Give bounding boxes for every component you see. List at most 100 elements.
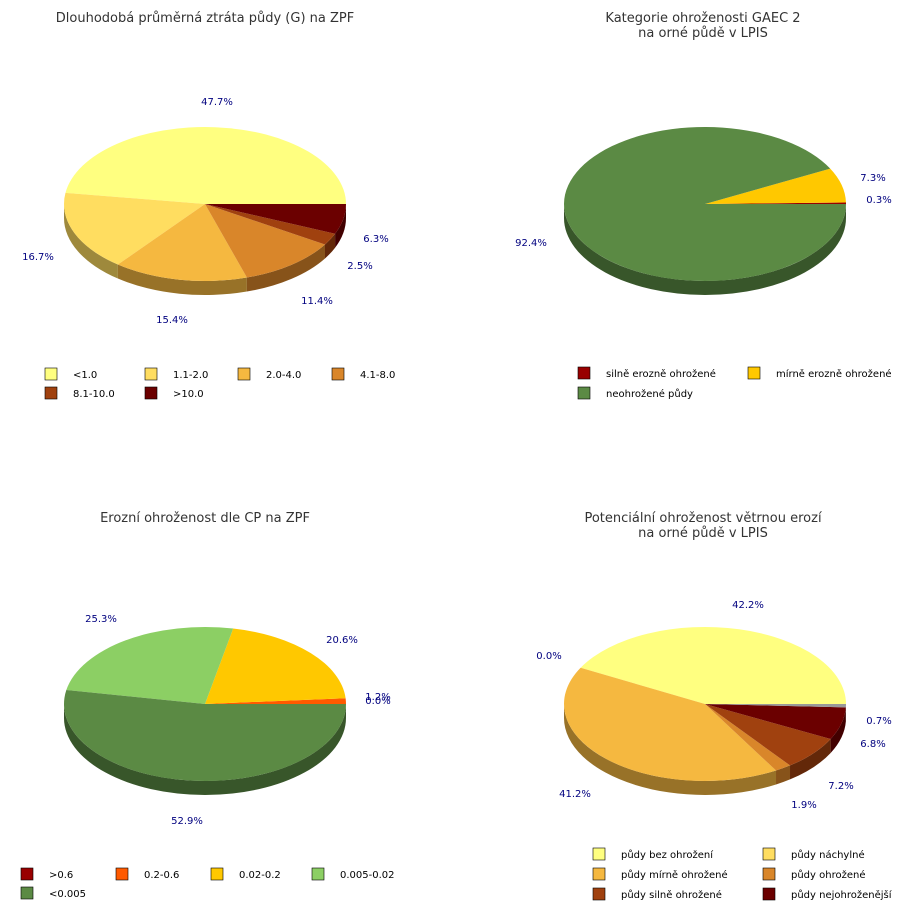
slice-label: 7.2% <box>828 781 853 792</box>
chart-title: Dlouhodobá průměrná ztráta půdy (G) na Z… <box>56 11 354 26</box>
pie-side-segment <box>830 707 846 753</box>
slice-label: 25.3% <box>85 614 117 625</box>
legend-swatch <box>210 867 224 881</box>
slice-label: 42.2% <box>732 600 764 611</box>
legend-swatch <box>747 366 761 380</box>
pie-side <box>564 204 846 295</box>
legend-swatch <box>762 847 776 861</box>
legend-swatch <box>762 887 776 901</box>
pie-side <box>564 704 846 795</box>
legend-swatch <box>331 367 345 381</box>
legend: silně erozně ohrožené mírně erozně ohrože… <box>577 366 892 400</box>
legend-label: půdy náchylné <box>791 849 865 861</box>
legend-label: 4.1-8.0 <box>360 370 395 381</box>
pie-side-segment <box>324 233 336 259</box>
legend-label: 8.1-10.0 <box>73 389 115 400</box>
slice-label: 6.8% <box>860 739 885 750</box>
legend-label: 1.1-2.0 <box>173 370 208 381</box>
pie-slice <box>65 127 347 204</box>
pie-side-segment <box>335 204 346 248</box>
legend-label: 0.2-0.6 <box>144 870 179 881</box>
legend-swatch <box>237 367 251 381</box>
legend: >0.6 0.2-0.6 0.02-0.2 0.005-0.02 <0.005 <box>20 867 395 900</box>
pie-slice <box>205 698 346 704</box>
pie-slice <box>705 704 791 771</box>
pie-slice <box>63 690 346 782</box>
legend-label: >10.0 <box>173 389 204 400</box>
pie-slice <box>64 192 205 265</box>
legend-swatch <box>20 867 34 881</box>
pie-slice <box>205 628 346 704</box>
legend: <1.0 1.1-2.0 2.0-4.0 4.1-8.0 8.1-10.0 >10.0 <box>44 367 395 400</box>
chart-title: Kategorie ohroženosti GAEC 2 <box>605 11 800 26</box>
legend-swatch <box>144 367 158 381</box>
pie-slice <box>205 204 336 245</box>
legend-swatch <box>44 386 58 400</box>
pie-side-segment <box>63 204 118 279</box>
slice-label: 2.5% <box>347 261 372 272</box>
pie-side-segment <box>564 204 846 295</box>
slice-label: 47.7% <box>201 97 233 108</box>
slice-label: 6.3% <box>363 234 388 245</box>
pie-slice <box>705 202 846 204</box>
pie-side-segment <box>790 738 831 780</box>
slice-label: 41.2% <box>559 789 591 800</box>
chart-title: Potenciální ohroženost větrnou erozí <box>584 511 822 526</box>
legend-label: >0.6 <box>49 870 73 881</box>
pie-slice <box>205 204 346 234</box>
slice-label: 1.2% <box>365 692 390 703</box>
pie-chart-1: Dlouhodobá průměrná ztráta půdy (G) na Z… <box>22 11 395 400</box>
legend-label: půdy nejohroženější <box>791 889 893 901</box>
legend-swatch <box>592 887 606 901</box>
legend-label: půdy mírně ohrožené <box>621 869 728 881</box>
chart-title: Erozní ohroženost dle CP na ZPF <box>100 511 310 526</box>
slice-label: 16.7% <box>22 252 54 263</box>
legend-label: silně erozně ohrožené <box>606 368 716 380</box>
legend-swatch <box>311 867 325 881</box>
pie-side-segment <box>117 264 247 295</box>
legend-swatch <box>144 386 158 400</box>
slice-label: 7.3% <box>860 173 885 184</box>
legend: půdy bez ohrožení půdy náchylné půdy mírně… <box>592 847 893 901</box>
legend-label: 0.02-0.2 <box>239 870 281 881</box>
pie-slice <box>580 627 846 704</box>
legend-swatch <box>592 847 606 861</box>
legend-swatch <box>115 867 129 881</box>
pie-side-segment <box>64 704 346 795</box>
legend-swatch <box>592 867 606 881</box>
legend-label: <0.005 <box>49 889 86 900</box>
legend-swatch <box>762 867 776 881</box>
legend-label: 0.005-0.02 <box>340 870 395 881</box>
legend-label: půdy ohrožené <box>791 869 866 881</box>
pie-slice <box>205 204 325 278</box>
chart-title: na orné půdě v LPIS <box>638 26 768 41</box>
slice-label: 11.4% <box>301 296 333 307</box>
slice-label: 92.4% <box>515 238 547 249</box>
legend-label: půdy silně ohrožené <box>621 889 722 901</box>
pie-slice <box>564 667 777 781</box>
pie-chart-2: Kategorie ohroženosti GAEC 2na orné půdě… <box>515 11 892 400</box>
pie-side-segment <box>564 704 777 795</box>
pie-slice <box>705 168 846 204</box>
legend-swatch <box>577 366 591 380</box>
pie-slice <box>563 127 846 281</box>
pie-slice <box>705 704 831 766</box>
pie-slice <box>705 704 846 708</box>
pie-chart-3: Erozní ohroženost dle CP na ZPF 0.0%1.2% 2… <box>20 511 395 900</box>
pie-slice <box>705 704 846 739</box>
legend-label: mírně erozně ohrožené <box>776 368 892 380</box>
slice-label: 1.9% <box>791 800 816 811</box>
legend-label: <1.0 <box>73 370 97 381</box>
slice-label: 0.0% <box>365 696 390 707</box>
pie-slice <box>66 627 234 704</box>
slice-label: 0.7% <box>866 716 891 727</box>
legend-label: neohrožené půdy <box>606 388 693 400</box>
legend-swatch <box>577 386 591 400</box>
legend-label: půdy bez ohrožení <box>621 849 714 861</box>
legend-label: 2.0-4.0 <box>266 370 301 381</box>
slice-label: 0.3% <box>866 195 891 206</box>
slice-label: 20.6% <box>326 635 358 646</box>
pie-side-segment <box>246 244 325 292</box>
